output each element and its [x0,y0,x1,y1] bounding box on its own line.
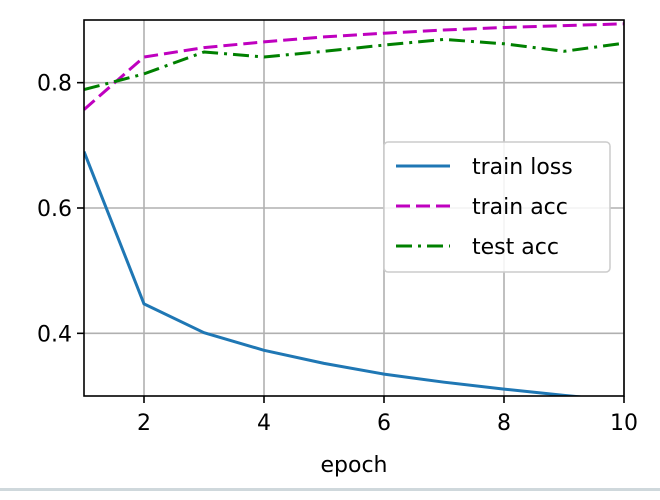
legend-label: train loss [472,155,573,180]
x-tick-label: 4 [257,411,271,436]
y-tick-label: 0.4 [37,322,72,347]
series-line-test-acc [84,37,624,92]
legend: train loss train acc test acc [383,141,611,273]
x-tick-label: 10 [610,411,638,436]
bottom-divider [0,488,660,491]
y-tick-label: 0.8 [37,72,72,97]
series-line-train-acc [84,22,624,111]
series-line-train-loss [84,151,587,396]
legend-label: test acc [472,235,559,260]
series-lines [84,22,624,396]
legend-label: train acc [472,195,568,220]
axis-ticks: 2 4 6 8 10 0.4 0.6 0.8 [37,72,638,436]
x-tick-label: 8 [497,411,511,436]
x-tick-label: 6 [377,411,391,436]
x-tick-label: 2 [137,411,151,436]
x-axis-label: epoch [321,453,388,478]
y-tick-label: 0.6 [37,197,72,222]
legend-box [383,141,611,273]
